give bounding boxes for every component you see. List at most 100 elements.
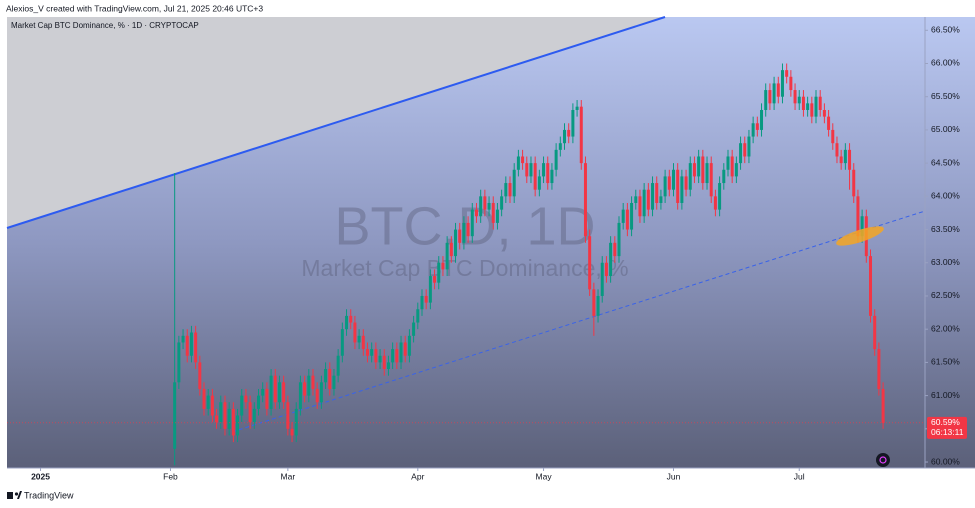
candle-body (680, 176, 684, 203)
x-tick-label: 2025 (31, 471, 50, 481)
candle-body (307, 375, 311, 396)
candle-body (537, 176, 541, 190)
candle-body (378, 355, 382, 363)
candle-body (345, 315, 349, 330)
candle-body (638, 196, 642, 217)
candle-body (701, 156, 705, 184)
candle-body (491, 202, 495, 223)
candle-body (227, 408, 231, 429)
last-price-box (927, 416, 967, 439)
x-tick-label: May (536, 471, 553, 481)
candle-body (391, 349, 395, 363)
candle-body (848, 149, 852, 170)
candle-body (495, 209, 499, 223)
candle-body (789, 76, 793, 91)
candle-body (257, 395, 261, 409)
candle-body (755, 123, 759, 130)
y-tick-label: 66.00% (931, 58, 960, 68)
candle-body (722, 169, 726, 184)
y-tick-label: 62.50% (931, 290, 960, 300)
x-tick-label: Jun (667, 471, 681, 481)
footer: TradingView (24, 490, 74, 500)
candle-body (860, 216, 864, 237)
candle-body (869, 256, 873, 316)
candle-body (667, 176, 671, 190)
candle-body (420, 295, 424, 310)
candle-body (634, 196, 638, 203)
candle-body (474, 209, 478, 217)
chart-title: Market Cap BTC Dominance, % · 1D · CRYPT… (11, 21, 199, 30)
candle-body (873, 315, 877, 350)
candle-body (881, 388, 885, 423)
replay-icon[interactable] (876, 453, 890, 467)
candle-body (277, 382, 281, 403)
candle-body (546, 163, 550, 184)
candle-body (202, 388, 206, 409)
candle-body (550, 169, 554, 184)
candle-body (269, 375, 273, 409)
candle-body (189, 332, 193, 356)
candle-body (332, 375, 336, 389)
candle-body (215, 415, 219, 423)
y-tick-label: 64.50% (931, 157, 960, 167)
x-tick-label: Jul (794, 471, 805, 481)
candle-body (437, 262, 441, 283)
candle-body (516, 156, 520, 170)
y-tick-label: 65.50% (931, 91, 960, 101)
candle-body (181, 335, 185, 343)
candle-body (797, 96, 801, 104)
candle-body (831, 129, 835, 144)
candle-body (508, 183, 512, 197)
candle-body (697, 156, 701, 177)
candle-body (328, 369, 332, 389)
candle-body (370, 349, 374, 356)
candle-body (743, 143, 747, 157)
candle-body (194, 332, 198, 363)
candle-body (747, 136, 751, 157)
candle-body (282, 382, 286, 403)
candle-body (479, 196, 483, 217)
y-tick-label: 63.50% (931, 224, 960, 234)
candle-body (487, 202, 491, 210)
candle-body (709, 163, 713, 197)
candle-body (856, 196, 860, 237)
candle-body (357, 335, 361, 343)
candle-body (248, 402, 252, 423)
candle-body (412, 322, 416, 336)
candle-body (659, 196, 663, 203)
candle-body (663, 176, 667, 197)
candle-body (445, 242, 449, 270)
candle-body (504, 183, 508, 197)
candle-body (583, 163, 587, 237)
candle-body (806, 103, 810, 110)
candle-body (571, 109, 575, 137)
candle-body (303, 382, 307, 396)
candle-body (625, 209, 629, 230)
candle-body (462, 222, 466, 243)
candle-body (575, 106, 579, 110)
candle-body (785, 70, 789, 77)
candle-body (877, 349, 881, 389)
candle-body (684, 176, 688, 190)
candle-body (428, 276, 432, 303)
dashed-trend-line (231, 210, 926, 433)
candle-body (655, 183, 659, 203)
candle-body (739, 143, 743, 164)
candle-body (286, 402, 290, 429)
candle-body (244, 395, 248, 403)
candle-body (692, 163, 696, 177)
candle-body (713, 196, 717, 210)
candle-body (801, 96, 805, 110)
y-tick-label: 61.00% (931, 390, 960, 400)
candle-body (596, 295, 600, 316)
candle-body (604, 262, 608, 277)
candle-body (361, 335, 365, 350)
candle-body (768, 90, 772, 104)
candle-body (483, 196, 487, 210)
candle-body (449, 242, 453, 257)
y-tick-label: 61.50% (931, 357, 960, 367)
candle-body (705, 163, 709, 184)
candle-body (688, 163, 692, 190)
candle-body (512, 169, 516, 197)
x-tick-label: Mar (281, 471, 296, 481)
